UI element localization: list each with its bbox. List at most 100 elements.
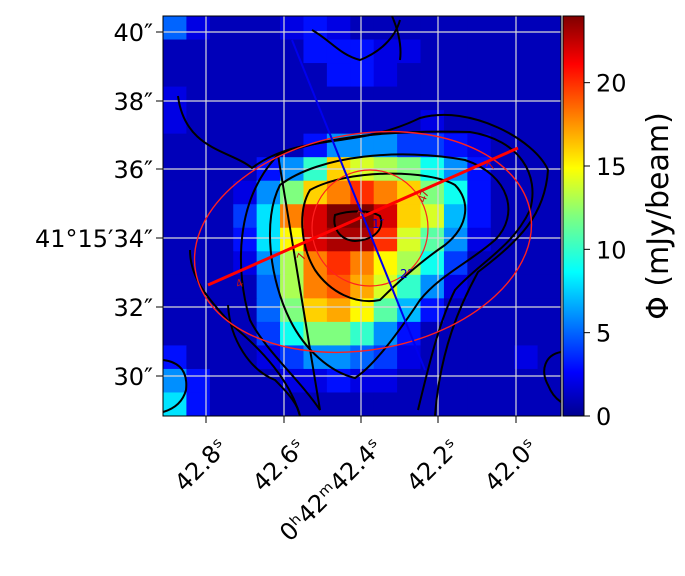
heatmap-cell — [303, 16, 328, 41]
beam-ellipse — [193, 130, 533, 354]
heatmap-cell — [326, 321, 351, 347]
x-tick-label: 42.2ˢ — [401, 433, 465, 497]
heatmap-cell — [256, 298, 281, 323]
heatmap-cell — [467, 63, 492, 88]
heatmap-cell — [209, 345, 234, 370]
heatmap-cell — [186, 298, 211, 323]
heatmap-cell — [186, 321, 211, 347]
axis-scale-label: 1″ — [372, 217, 385, 231]
heatmap-cell — [397, 227, 422, 252]
heatmap-cell — [233, 368, 258, 394]
heatmap-cell — [233, 16, 258, 41]
heatmap-cell — [420, 251, 445, 276]
heatmap-cell — [514, 39, 539, 64]
heatmap-cell — [163, 63, 188, 88]
heatmap-cell — [443, 86, 468, 111]
y-tick-label: 36″ — [113, 156, 153, 184]
heatmap-cell — [467, 133, 492, 158]
heatmap-cell — [514, 274, 539, 299]
heatmap-cell — [163, 251, 188, 276]
heatmap-cell — [514, 180, 539, 205]
heatmap-cell — [490, 368, 515, 394]
heatmap-cell — [326, 16, 351, 41]
heatmap-cell — [350, 86, 375, 111]
heatmap-cell — [163, 204, 188, 229]
heatmap-cell — [326, 110, 351, 135]
colorbar-tick-label: 15 — [596, 153, 627, 181]
heatmap-cell — [350, 16, 375, 41]
heatmap-cell — [490, 204, 515, 229]
contour-value-label: 7 — [294, 251, 309, 262]
heatmap-cell — [209, 368, 234, 394]
heatmap-cell — [350, 274, 375, 299]
heatmap-cell — [490, 16, 515, 41]
heatmap-cell — [209, 392, 234, 416]
heatmap-cell — [467, 392, 492, 416]
heatmap-cell — [443, 16, 468, 41]
heatmap-cell — [537, 321, 561, 347]
y-tick-label: 38″ — [113, 88, 153, 116]
heatmap-cell — [209, 63, 234, 88]
heatmap-cell — [350, 110, 375, 135]
heatmap-cell — [373, 392, 398, 416]
heatmap-cell — [163, 110, 188, 135]
heatmap-cell — [163, 180, 188, 205]
heatmap-cell — [514, 63, 539, 88]
heatmap-cell — [373, 180, 398, 205]
heatmap-cell — [537, 133, 561, 158]
heatmap-cell — [186, 110, 211, 135]
heatmap-cell — [163, 227, 188, 252]
heatmap-cell — [490, 86, 515, 111]
heatmap-cell — [467, 16, 492, 41]
heatmap-cell — [490, 39, 515, 64]
heatmap-cell — [490, 180, 515, 205]
heatmap-cell — [514, 368, 539, 394]
y-tick-label: 32″ — [113, 294, 153, 322]
heatmap-cell — [490, 251, 515, 276]
heatmap-cell — [537, 274, 561, 299]
y-axis: 40″ 38″ 36″ 41°15′34″ 32″ 30″ — [35, 19, 163, 391]
heatmap-cell — [397, 368, 422, 394]
heatmap-cell — [186, 392, 211, 416]
heatmap-cell — [537, 16, 561, 41]
heatmap-cell — [163, 345, 188, 370]
heatmap-cell — [350, 345, 375, 370]
heatmap-cell — [490, 298, 515, 323]
heatmap-cell — [350, 251, 375, 276]
heatmap-cell — [490, 321, 515, 347]
overlays — [163, 16, 561, 416]
heatmap-cell — [303, 298, 328, 323]
heatmap-cell — [163, 133, 188, 158]
heatmap-cell — [256, 86, 281, 111]
heatmap-cell — [467, 227, 492, 252]
heatmap-cell — [209, 321, 234, 347]
heatmap-cell — [163, 16, 188, 41]
contour-lower-left — [227, 304, 301, 416]
heatmap-cell — [373, 368, 398, 394]
heatmap-cell — [443, 39, 468, 64]
inner-circle — [311, 169, 429, 287]
heatmap-cell — [326, 86, 351, 111]
heatmap-cell — [537, 180, 561, 205]
heatmap-cell — [514, 298, 539, 323]
heatmap-cell — [186, 16, 211, 41]
heatmap-cell — [537, 39, 561, 64]
colorbar-tick-label: 5 — [596, 320, 611, 348]
heatmap-cells — [163, 16, 561, 416]
heatmap-cell — [209, 227, 234, 252]
heatmap-cell — [467, 368, 492, 394]
heatmap-cell — [420, 392, 445, 416]
heatmap-cell — [467, 180, 492, 205]
x-tick-label: 42.0ˢ — [479, 433, 543, 497]
heatmap-cell — [537, 204, 561, 229]
heatmap-cell — [350, 321, 375, 347]
heatmap-cell — [420, 298, 445, 323]
heatmap-cell — [537, 227, 561, 252]
heatmap-cell — [514, 227, 539, 252]
heatmap-cell — [537, 110, 561, 135]
heatmap-cell — [186, 368, 211, 394]
heatmap-cell — [373, 63, 398, 88]
heatmap-cell — [163, 86, 188, 111]
